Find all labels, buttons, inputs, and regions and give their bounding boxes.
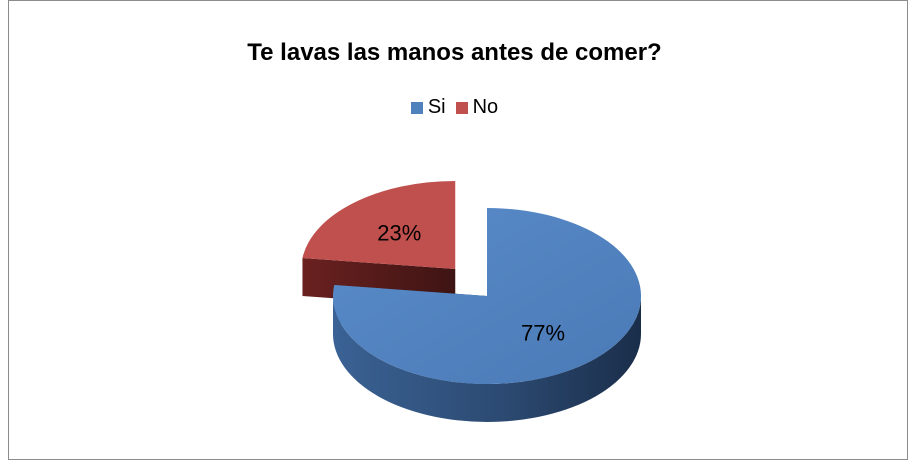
legend-label-si: Si (427, 96, 446, 118)
legend-label-no: No (472, 96, 499, 118)
pie-chart: 23% 77% (302, 180, 642, 422)
chart-legend: Si No (0, 96, 909, 119)
data-label-si: 77% (521, 320, 565, 345)
legend-swatch-si (410, 101, 423, 114)
pie-slice-no (302, 180, 456, 269)
legend-item-si: Si (410, 96, 446, 119)
legend-swatch-no (455, 101, 468, 114)
chart-title: Te lavas las manos antes de comer? (247, 39, 662, 66)
data-label-no: 23% (377, 221, 421, 246)
pie-slice-si-side (333, 296, 641, 422)
pie-slice-si (333, 208, 642, 384)
legend-item-no: No (455, 96, 499, 119)
